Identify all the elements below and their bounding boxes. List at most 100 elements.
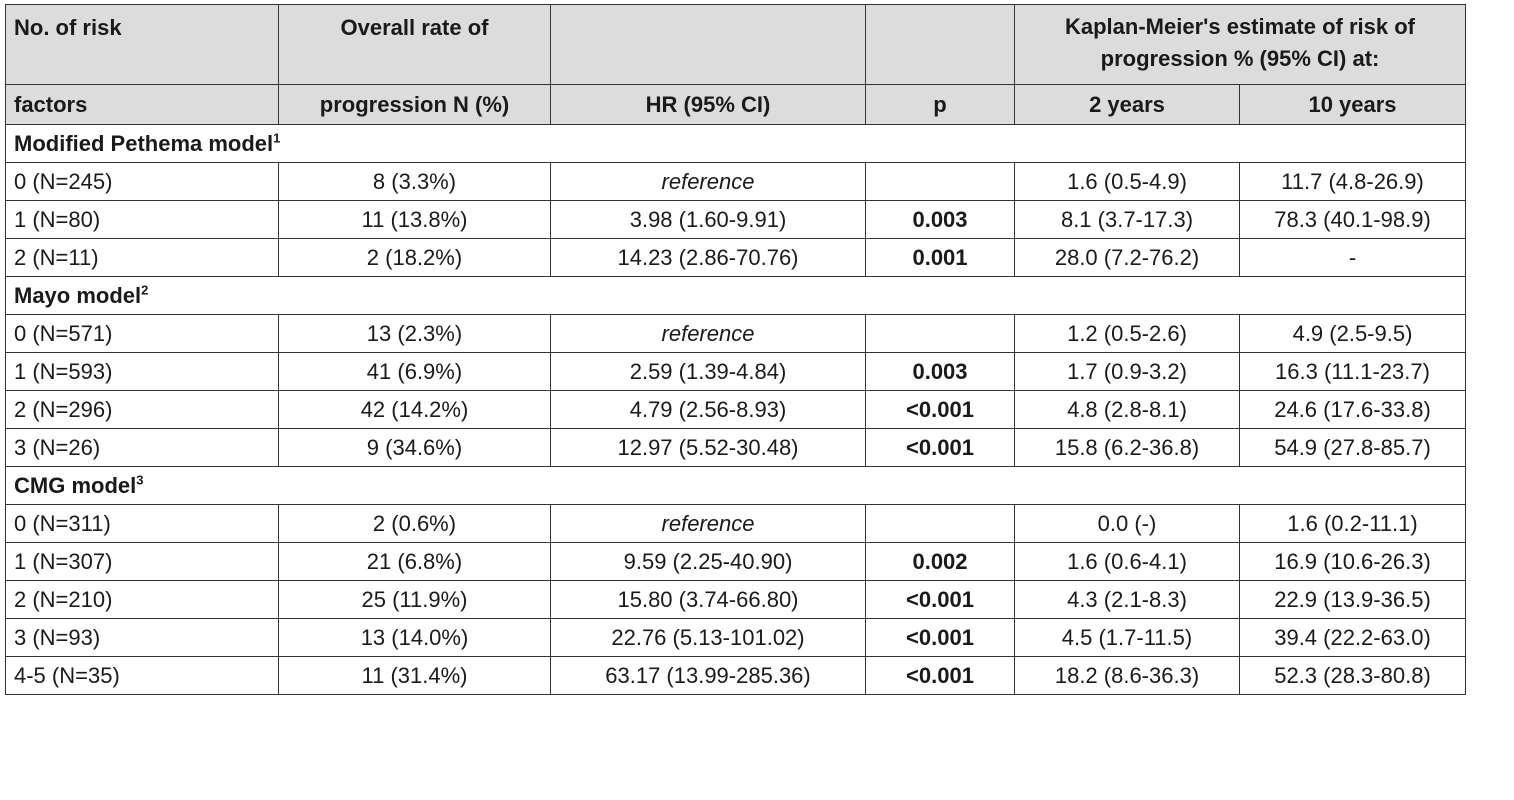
cell-risk-factors: 2 (N=11) (5, 238, 279, 277)
cell-p-value: 0.002 (865, 542, 1015, 581)
cell-km-10-years: 39.4 (22.2-63.0) (1239, 618, 1466, 657)
cell-km-10-years: 22.9 (13.9-36.5) (1239, 580, 1466, 619)
table-row: 4-5 (N=35) 11 (31.4%) 63.17 (13.99-285.36)… (5, 656, 1466, 695)
section-row: CMG model3 (5, 466, 1466, 505)
header-p: p (865, 84, 1015, 125)
table-row: 3 (N=93) 13 (14.0%) 22.76 (5.13-101.02) <0.… (5, 618, 1466, 657)
cell-progression-rate: 25 (11.9%) (278, 580, 551, 619)
cell-risk-factors: 2 (N=296) (5, 390, 279, 429)
cell-progression-rate: 8 (3.3%) (278, 162, 551, 201)
header-hr: HR (95% CI) (550, 84, 866, 125)
risk-progression-table: No. of risk Overall rate of Kaplan-Meier… (5, 4, 1466, 695)
cell-p-value: <0.001 (865, 390, 1015, 429)
cell-progression-rate: 21 (6.8%) (278, 542, 551, 581)
cell-km-2-years: 1.6 (0.6-4.1) (1014, 542, 1240, 581)
cell-risk-factors: 1 (N=593) (5, 352, 279, 391)
cell-km-2-years: 18.2 (8.6-36.3) (1014, 656, 1240, 695)
cell-risk-factors: 3 (N=26) (5, 428, 279, 467)
cell-km-10-years: 1.6 (0.2-11.1) (1239, 504, 1466, 543)
cell-hazard-ratio: 4.79 (2.56-8.93) (550, 390, 866, 429)
cell-km-2-years: 4.3 (2.1-8.3) (1014, 580, 1240, 619)
cell-risk-factors: 1 (N=80) (5, 200, 279, 239)
section-footnote-marker: 3 (136, 472, 144, 488)
table-row: 2 (N=11) 2 (18.2%) 14.23 (2.86-70.76) 0.001… (5, 238, 1466, 277)
cell-hazard-ratio: 2.59 (1.39-4.84) (550, 352, 866, 391)
cell-hazard-ratio: reference (550, 162, 866, 201)
header-rate-line1: Overall rate of (278, 4, 551, 85)
header-2-years: 2 years (1014, 84, 1240, 125)
cell-hazard-ratio: reference (550, 504, 866, 543)
cell-km-2-years: 4.5 (1.7-11.5) (1014, 618, 1240, 657)
cell-p-value (865, 314, 1015, 353)
cell-progression-rate: 9 (34.6%) (278, 428, 551, 467)
table-row: 0 (N=245) 8 (3.3%) reference 1.6 (0.5-4.9) 1… (5, 162, 1466, 201)
cell-km-10-years: 52.3 (28.3-80.8) (1239, 656, 1466, 695)
cell-km-10-years: 16.3 (11.1-23.7) (1239, 352, 1466, 391)
cell-hazard-ratio: 14.23 (2.86-70.76) (550, 238, 866, 277)
cell-km-2-years: 28.0 (7.2-76.2) (1014, 238, 1240, 277)
header-km-group: Kaplan-Meier's estimate of risk of progr… (1014, 4, 1466, 85)
cell-km-10-years: 54.9 (27.8-85.7) (1239, 428, 1466, 467)
section-title: CMG model3 (5, 466, 1466, 505)
table-row: 1 (N=593) 41 (6.9%) 2.59 (1.39-4.84) 0.003 1… (5, 352, 1466, 391)
section-footnote-marker: 1 (273, 130, 281, 146)
cell-hazard-ratio: 9.59 (2.25-40.90) (550, 542, 866, 581)
section-title-text: Mayo model (14, 282, 142, 308)
cell-km-10-years: 11.7 (4.8-26.9) (1239, 162, 1466, 201)
cell-hazard-ratio: 3.98 (1.60-9.91) (550, 200, 866, 239)
cell-p-value: <0.001 (865, 656, 1015, 695)
cell-p-value: <0.001 (865, 580, 1015, 619)
cell-p-value: <0.001 (865, 428, 1015, 467)
cell-progression-rate: 11 (31.4%) (278, 656, 551, 695)
section-title-text: Modified Pethema model (14, 130, 274, 156)
cell-risk-factors: 0 (N=245) (5, 162, 279, 201)
table-row: 2 (N=210) 25 (11.9%) 15.80 (3.74-66.80) <0.… (5, 580, 1466, 619)
header-row-1: No. of risk Overall rate of Kaplan-Meier… (5, 4, 1466, 85)
cell-km-2-years: 0.0 (-) (1014, 504, 1240, 543)
header-empty-hr (550, 4, 866, 85)
cell-progression-rate: 2 (0.6%) (278, 504, 551, 543)
cell-hazard-ratio: 22.76 (5.13-101.02) (550, 618, 866, 657)
cell-hazard-ratio: 12.97 (5.52-30.48) (550, 428, 866, 467)
header-rate-line2: progression N (%) (278, 84, 551, 125)
cell-hazard-ratio: 63.17 (13.99-285.36) (550, 656, 866, 695)
cell-risk-factors: 2 (N=210) (5, 580, 279, 619)
cell-km-10-years: 4.9 (2.5-9.5) (1239, 314, 1466, 353)
section-row: Modified Pethema model1 (5, 124, 1466, 163)
section-title: Modified Pethema model1 (5, 124, 1466, 163)
cell-p-value: 0.001 (865, 238, 1015, 277)
table-row: 3 (N=26) 9 (34.6%) 12.97 (5.52-30.48) <0.00… (5, 428, 1466, 467)
cell-p-value: <0.001 (865, 618, 1015, 657)
cell-km-10-years: 78.3 (40.1-98.9) (1239, 200, 1466, 239)
cell-risk-factors: 0 (N=311) (5, 504, 279, 543)
cell-km-10-years: 24.6 (17.6-33.8) (1239, 390, 1466, 429)
cell-p-value (865, 504, 1015, 543)
cell-hazard-ratio: reference (550, 314, 866, 353)
cell-km-2-years: 1.2 (0.5-2.6) (1014, 314, 1240, 353)
table-row: 1 (N=307) 21 (6.8%) 9.59 (2.25-40.90) 0.002… (5, 542, 1466, 581)
cell-km-2-years: 8.1 (3.7-17.3) (1014, 200, 1240, 239)
cell-progression-rate: 11 (13.8%) (278, 200, 551, 239)
cell-hazard-ratio: 15.80 (3.74-66.80) (550, 580, 866, 619)
cell-km-2-years: 1.7 (0.9-3.2) (1014, 352, 1240, 391)
header-factors-line2: factors (5, 84, 279, 125)
header-empty-p (865, 4, 1015, 85)
section-title-text: CMG model (14, 472, 137, 498)
cell-progression-rate: 2 (18.2%) (278, 238, 551, 277)
table-row: 1 (N=80) 11 (13.8%) 3.98 (1.60-9.91) 0.003 8… (5, 200, 1466, 239)
cell-km-2-years: 1.6 (0.5-4.9) (1014, 162, 1240, 201)
cell-km-10-years: 16.9 (10.6-26.3) (1239, 542, 1466, 581)
header-row-2: factors progression N (%) HR (95% CI) p … (5, 84, 1466, 125)
cell-progression-rate: 42 (14.2%) (278, 390, 551, 429)
cell-km-2-years: 4.8 (2.8-8.1) (1014, 390, 1240, 429)
header-10-years: 10 years (1239, 84, 1466, 125)
section-row: Mayo model2 (5, 276, 1466, 315)
table-row: 0 (N=571) 13 (2.3%) reference 1.2 (0.5-2.6)… (5, 314, 1466, 353)
table-row: 2 (N=296) 42 (14.2%) 4.79 (2.56-8.93) <0.00… (5, 390, 1466, 429)
cell-risk-factors: 0 (N=571) (5, 314, 279, 353)
section-footnote-marker: 2 (141, 282, 149, 298)
section-title: Mayo model2 (5, 276, 1466, 315)
cell-progression-rate: 41 (6.9%) (278, 352, 551, 391)
cell-risk-factors: 3 (N=93) (5, 618, 279, 657)
table-row: 0 (N=311) 2 (0.6%) reference 0.0 (-) 1.6 (0.… (5, 504, 1466, 543)
